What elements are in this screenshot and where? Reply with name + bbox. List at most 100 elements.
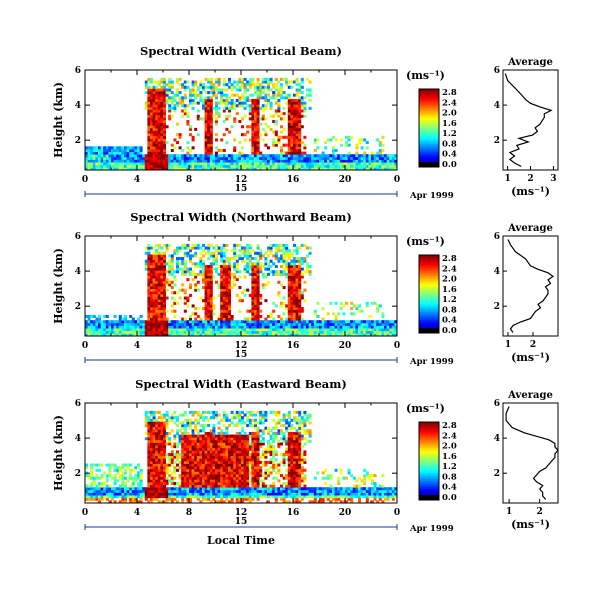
heatmap-cell <box>121 148 125 152</box>
heatmap-cell <box>191 333 195 337</box>
heatmap-cell <box>264 122 268 126</box>
heatmap-cell <box>261 91 265 95</box>
heatmap-cell <box>137 492 140 496</box>
heatmap-cell <box>121 151 125 155</box>
heatmap-cell <box>386 164 390 168</box>
heatmap-cell <box>189 325 192 329</box>
heatmap-cell <box>287 106 291 110</box>
heatmap-cell <box>222 162 226 166</box>
heatmap-cell <box>347 162 351 166</box>
heatmap-cell <box>139 471 143 475</box>
heatmap-cell <box>176 442 179 446</box>
heatmap-cell <box>163 88 166 92</box>
heatmap-cell <box>337 154 341 158</box>
heatmap-cell <box>108 159 112 163</box>
heatmap-cell <box>90 487 94 491</box>
heatmap-cell <box>298 96 302 100</box>
heatmap-cell <box>324 164 328 168</box>
heatmap-cell <box>173 309 177 313</box>
heatmap-cell <box>168 114 172 118</box>
heatmap-cell <box>287 127 291 131</box>
heatmap-cell <box>160 164 164 168</box>
heatmap-cell <box>100 320 104 324</box>
heatmap-cell <box>316 146 320 150</box>
heatmap-cell <box>155 109 159 113</box>
heatmap-cell <box>215 458 218 462</box>
heatmap-cell <box>116 159 120 163</box>
heatmap-cell <box>238 243 242 247</box>
heatmap-cell <box>280 164 283 168</box>
heatmap-cell <box>285 154 289 158</box>
heatmap-cell <box>108 146 112 150</box>
heatmap-cell <box>108 495 112 499</box>
heatmap-cell <box>209 458 213 462</box>
heatmap-cell <box>225 270 229 274</box>
heatmap-cell <box>222 413 226 417</box>
heatmap-cell <box>215 489 218 493</box>
heatmap-cell <box>256 333 260 337</box>
heatmap-cell <box>280 254 283 258</box>
heatmap-cell <box>139 322 143 326</box>
heatmap-cell <box>124 330 127 334</box>
heatmap-cell <box>157 429 161 433</box>
heatmap-cell <box>215 468 218 472</box>
heatmap-cell <box>183 333 187 337</box>
heatmap-cell <box>303 328 307 332</box>
heatmap-cell <box>155 138 159 142</box>
heatmap-cell <box>285 93 289 97</box>
heatmap-cell <box>391 322 395 326</box>
heatmap-cell <box>139 497 143 501</box>
heatmap-cell <box>282 251 286 255</box>
heatmap-cell <box>225 442 229 446</box>
heatmap-cell <box>293 325 296 329</box>
heatmap-cell <box>173 98 177 102</box>
heatmap-cell <box>358 330 361 334</box>
heatmap-cell <box>256 272 260 276</box>
heatmap-cell <box>131 476 135 480</box>
heatmap-cell <box>163 288 166 292</box>
heatmap-cell <box>300 114 304 118</box>
heatmap-cell <box>111 495 114 499</box>
heatmap-cell <box>228 495 231 499</box>
heatmap-cell <box>157 91 161 95</box>
heatmap-cell <box>282 267 286 271</box>
heatmap-cell <box>241 83 244 87</box>
heatmap-cell <box>150 280 153 284</box>
heatmap-cell <box>150 487 153 491</box>
heatmap-cell <box>186 474 190 478</box>
heatmap-cell <box>194 333 198 337</box>
heatmap-cell <box>160 301 164 305</box>
heatmap-cell <box>254 275 257 279</box>
heatmap-cell <box>235 167 239 171</box>
heatmap-cell <box>274 167 278 171</box>
heatmap-cell <box>116 154 120 158</box>
heatmap-cell <box>186 162 190 166</box>
heatmap-cell <box>256 275 260 279</box>
colorbar-segment <box>419 147 439 150</box>
heatmap-cell <box>157 434 161 438</box>
heatmap-cell <box>217 293 221 297</box>
heatmap-cell <box>108 322 112 326</box>
heatmap-cell <box>204 484 208 488</box>
heatmap-cell <box>225 434 229 438</box>
heatmap-cell <box>225 106 229 110</box>
heatmap-cell <box>129 162 133 166</box>
heatmap-cell <box>207 272 211 276</box>
heatmap-cell <box>272 317 276 321</box>
heatmap-cell <box>251 104 255 108</box>
heatmap-cell <box>202 275 205 279</box>
heatmap-cell <box>150 130 153 134</box>
heatmap-cell <box>246 257 250 261</box>
colorbar-segment <box>419 284 439 287</box>
heatmap-cell <box>191 312 195 316</box>
heatmap-cell <box>160 293 164 297</box>
heatmap-cell <box>394 330 398 334</box>
heatmap-cell <box>176 104 179 108</box>
heatmap-cell <box>332 328 335 332</box>
heatmap-cell <box>204 455 208 459</box>
heatmap-cell <box>287 317 291 321</box>
heatmap-cell <box>368 164 372 168</box>
heatmap-cell <box>235 278 239 282</box>
heatmap-cell <box>360 156 364 160</box>
heatmap-cell <box>256 122 260 126</box>
